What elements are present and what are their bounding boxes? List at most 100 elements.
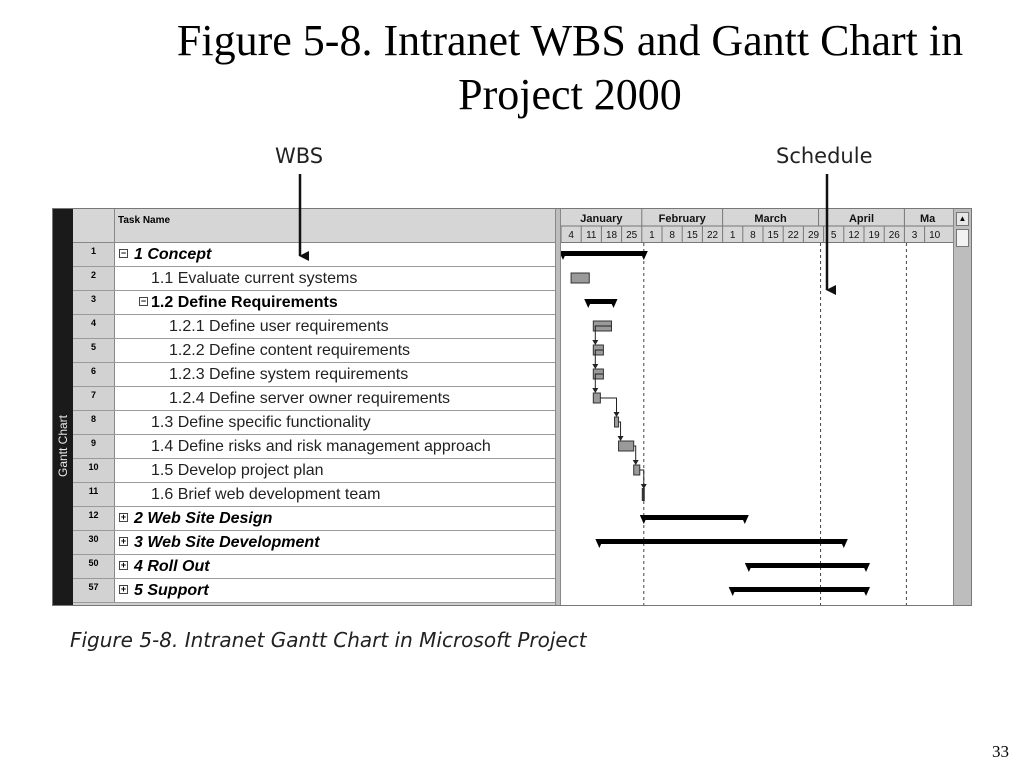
week-label: 26 [889, 230, 901, 241]
task-name-cell[interactable]: 1.2.4 Define server owner requirements [169, 390, 451, 407]
summary-bar-start-cap [744, 563, 753, 572]
task-name-cell[interactable]: 5 Support [134, 582, 209, 599]
task-name-cell[interactable]: 1.6 Brief web development team [151, 486, 381, 503]
summary-bar [643, 515, 745, 520]
pane-splitter[interactable] [555, 209, 561, 605]
summary-bar [563, 251, 644, 256]
task-name-cell[interactable]: 1.2.1 Define user requirements [169, 318, 389, 335]
view-bar[interactable]: Gantt Chart [53, 209, 73, 605]
expand-icon[interactable]: + [119, 536, 128, 546]
scroll-up-icon[interactable]: ▲ [956, 212, 969, 226]
task-bar [570, 272, 590, 284]
task-id-cell[interactable]: 8 [73, 411, 115, 434]
task-name-column-header[interactable]: Task Name [115, 209, 555, 243]
task-row[interactable]: 6 1.2.3 Define system requirements [73, 363, 555, 387]
week-label: 5 [831, 230, 837, 241]
task-id-cell[interactable]: 1 [73, 243, 115, 266]
task-bar [614, 416, 620, 428]
page-number: 33 [992, 742, 1009, 761]
expand-icon[interactable]: + [119, 560, 128, 570]
month-label: April [849, 213, 874, 225]
summary-bar-start-cap [561, 251, 567, 260]
week-label: 25 [626, 230, 638, 241]
week-label: 11 [586, 230, 597, 241]
scroll-thumb[interactable] [956, 229, 969, 247]
month-label: February [659, 213, 707, 225]
summary-bar-end-cap [839, 539, 848, 548]
summary-bar-start-cap [595, 539, 604, 548]
task-name-cell[interactable]: 1.4 Define risks and risk management app… [151, 438, 491, 455]
summary-bar-start-cap [639, 515, 648, 524]
gantt-chart-pane: January February March April Ma4 11 18 25 1 8 15 22… [561, 209, 953, 605]
dependency-link [618, 421, 622, 437]
task-id-cell[interactable]: 30 [73, 531, 115, 554]
task-row[interactable]: 10 1.5 Develop project plan [73, 459, 555, 483]
task-row[interactable]: 9 1.4 Define risks and risk management ap… [73, 435, 555, 459]
task-row[interactable]: 11 1.6 Brief web development team [73, 483, 555, 507]
task-row[interactable]: 5 1.2.2 Define content requirements [73, 339, 555, 363]
task-id-cell[interactable]: 50 [73, 555, 115, 578]
task-id-cell[interactable]: 5 [73, 339, 115, 362]
task-name-cell[interactable]: 4 Roll Out [134, 558, 210, 575]
task-row[interactable]: 50 +4 Roll Out [73, 555, 555, 579]
dependency-link [600, 397, 618, 413]
task-id-cell[interactable]: 2 [73, 267, 115, 290]
task-id-cell[interactable]: 9 [73, 435, 115, 458]
task-name-cell[interactable]: 2 Web Site Design [134, 510, 273, 527]
milestone-bar [641, 488, 645, 501]
task-row[interactable]: 8 1.3 Define specific functionality [73, 411, 555, 435]
id-column-header[interactable] [73, 209, 115, 243]
summary-bar-end-cap [740, 515, 749, 524]
expand-icon[interactable]: + [119, 584, 128, 594]
summary-bar-end-cap [639, 251, 648, 260]
summary-bar [599, 539, 844, 544]
task-id-cell[interactable]: 57 [73, 579, 115, 602]
task-row[interactable]: 12 +2 Web Site Design [73, 507, 555, 531]
task-id-cell[interactable]: 6 [73, 363, 115, 386]
week-label: 12 [848, 230, 860, 241]
collapse-icon[interactable]: − [139, 296, 148, 306]
task-id-cell[interactable]: 4 [73, 315, 115, 338]
task-row[interactable]: 7 1.2.4 Define server owner requirements [73, 387, 555, 411]
task-id-cell[interactable]: 11 [73, 483, 115, 506]
week-label: 3 [912, 230, 918, 241]
task-id-cell[interactable]: 7 [73, 387, 115, 410]
task-bar [618, 440, 635, 452]
ms-project-window: Gantt Chart Task Name 1−1 Concept 2 1.1 Ev… [52, 208, 972, 606]
month-label: January [580, 213, 623, 225]
view-bar-label: Gantt Chart [56, 414, 70, 478]
task-name-cell[interactable]: 1.2 Define Requirements [151, 294, 338, 311]
task-name-cell[interactable]: 1.5 Develop project plan [151, 462, 324, 479]
week-label: 4 [568, 230, 574, 241]
expand-icon[interactable]: + [119, 512, 128, 522]
task-name-cell[interactable]: 1.3 Define specific functionality [151, 414, 371, 431]
summary-bar-end-cap [609, 299, 618, 308]
dependency-arrowhead [640, 484, 647, 489]
task-name-cell[interactable]: 1 Concept [134, 246, 212, 263]
dependency-arrowhead [592, 364, 599, 369]
figure-caption: Figure 5-8. Intranet Gantt Chart in Micr… [70, 628, 587, 652]
task-row[interactable]: 57 +5 Support [73, 579, 555, 603]
dependency-link [594, 325, 612, 341]
task-row[interactable]: 1−1 Concept [73, 243, 555, 267]
task-row[interactable]: 3 −1.2 Define Requirements [73, 291, 555, 315]
task-name-cell[interactable]: 3 Web Site Development [134, 534, 320, 551]
week-label: 22 [707, 230, 719, 241]
task-row[interactable]: 4 1.2.1 Define user requirements [73, 315, 555, 339]
task-name-cell[interactable]: 1.2.2 Define content requirements [169, 342, 411, 359]
summary-bar [732, 587, 866, 592]
collapse-icon[interactable]: − [119, 248, 128, 258]
summary-bar [588, 299, 614, 304]
task-row[interactable]: 30 +3 Web Site Development [73, 531, 555, 555]
week-label: 22 [788, 230, 800, 241]
vertical-scrollbar[interactable]: ▲ [953, 209, 971, 605]
week-label: 1 [730, 230, 736, 241]
task-id-cell[interactable]: 3 [73, 291, 115, 314]
task-id-cell[interactable]: 12 [73, 507, 115, 530]
schedule-callout-label: Schedule [776, 144, 873, 168]
task-name-cell[interactable]: 1.1 Evaluate current systems [151, 270, 358, 287]
task-row[interactable]: 2 1.1 Evaluate current systems [73, 267, 555, 291]
week-label: 19 [869, 230, 881, 241]
task-id-cell[interactable]: 10 [73, 459, 115, 482]
task-name-cell[interactable]: 1.2.3 Define system requirements [169, 366, 409, 383]
